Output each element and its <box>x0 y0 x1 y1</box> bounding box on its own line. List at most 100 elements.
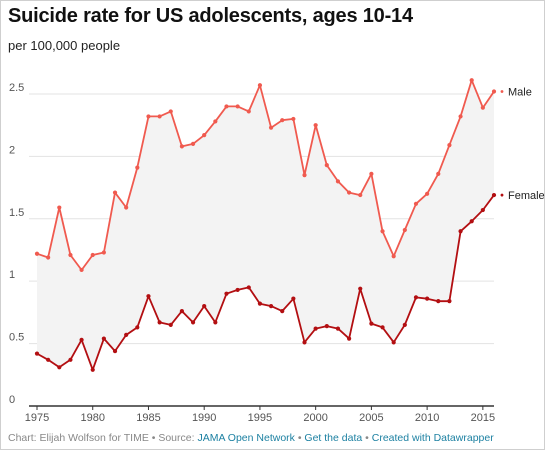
male-data-point <box>157 114 162 119</box>
female-data-point <box>346 336 352 341</box>
chart-subtitle: per 100,000 people <box>8 38 121 53</box>
y-tick-label: 2.5 <box>9 82 24 94</box>
series-labels: Male Female <box>500 86 545 202</box>
female-data-point <box>57 365 62 370</box>
male-data-point <box>425 191 430 196</box>
male-data-point <box>302 172 307 178</box>
female-data-point <box>480 207 485 213</box>
footer-source-prefix: Source: <box>158 432 198 444</box>
male-label-dot <box>500 90 504 93</box>
x-tick-label: 1995 <box>248 412 272 424</box>
female-data-point <box>168 322 173 327</box>
male-data-point <box>268 125 274 130</box>
female-data-point <box>146 294 151 299</box>
x-tick-label: 2015 <box>471 412 495 424</box>
male-data-point <box>190 141 196 146</box>
source-link[interactable]: JAMA Open Network <box>197 432 295 444</box>
male-data-point <box>202 133 207 138</box>
female-data-point <box>224 291 229 296</box>
female-data-point <box>124 332 129 337</box>
female-data-point <box>302 340 307 345</box>
female-data-point <box>101 336 106 341</box>
female-data-point <box>112 348 118 354</box>
female-label-dot <box>500 193 504 197</box>
footer-separator: • <box>148 432 159 444</box>
axes: 0 0.5 1 1.5 2 2.5 1975 1980 1985 1990 1995 2000 2005… <box>9 82 495 424</box>
female-data-point <box>402 322 407 327</box>
male-data-point <box>257 83 263 88</box>
female-data-point <box>369 321 374 326</box>
male-data-point <box>90 252 95 258</box>
footer-separator: • <box>294 432 305 444</box>
female-data-point <box>391 340 396 345</box>
male-series-label: Male <box>508 86 532 98</box>
female-data-point <box>235 287 240 293</box>
male-data-point <box>291 116 296 122</box>
female-data-point <box>34 351 40 356</box>
female-data-point <box>380 325 385 330</box>
female-series-label: Female <box>508 190 545 202</box>
x-tick-label: 1985 <box>136 412 160 424</box>
female-data-point <box>135 325 140 330</box>
female-data-point <box>190 320 196 325</box>
female-data-point <box>413 295 419 300</box>
footer-credit: Chart: Elijah Wolfson for TIME <box>8 432 149 444</box>
female-data-point <box>90 367 95 372</box>
female-data-point <box>179 309 185 314</box>
female-data-point <box>335 326 341 331</box>
male-data-point <box>213 119 218 124</box>
male-data-point <box>313 123 318 128</box>
male-data-point <box>458 114 463 119</box>
get-data-link[interactable]: Get the data <box>304 432 363 444</box>
male-series-line <box>36 79 495 271</box>
female-data-point <box>157 320 162 325</box>
footer-separator: • <box>362 432 372 444</box>
male-data-point <box>380 229 385 234</box>
male-data-point <box>112 190 118 195</box>
male-data-point <box>235 104 240 109</box>
female-data-point <box>358 286 363 291</box>
male-data-point <box>491 89 497 94</box>
female-data-point <box>447 299 452 304</box>
female-data-point <box>436 299 441 304</box>
female-data-point <box>324 324 329 329</box>
female-data-point <box>257 301 263 306</box>
male-data-point <box>280 118 285 123</box>
series-lines <box>34 78 497 372</box>
female-data-point <box>469 219 474 224</box>
female-data-point <box>202 304 207 309</box>
female-data-point <box>213 320 218 325</box>
male-data-point <box>369 171 374 176</box>
female-data-point <box>425 296 430 301</box>
female-data-point <box>68 357 73 362</box>
male-data-point <box>436 171 441 176</box>
datawrapper-link[interactable]: Created with Datawrapper <box>371 432 494 444</box>
gap-band <box>37 80 494 370</box>
male-data-point <box>335 179 341 184</box>
y-tick-label: 0.5 <box>9 332 24 344</box>
male-data-point <box>135 165 140 170</box>
female-data-point <box>268 304 274 309</box>
male-data-point <box>79 267 84 273</box>
female-data-point <box>291 296 296 301</box>
x-tick-label: 1990 <box>192 412 216 424</box>
male-data-point <box>224 104 229 109</box>
x-tick-label: 2005 <box>359 412 383 424</box>
female-data-point <box>313 326 318 331</box>
male-data-point <box>168 109 173 114</box>
x-tick-label: 2000 <box>303 412 327 424</box>
male-data-point <box>402 227 407 233</box>
male-data-point <box>179 144 185 149</box>
female-data-point <box>280 309 285 314</box>
male-data-point <box>358 192 363 198</box>
male-data-point <box>413 201 419 206</box>
male-data-point <box>480 105 485 110</box>
male-data-point <box>324 163 329 168</box>
y-tick-label: 0 <box>9 394 15 406</box>
chart-footer: Chart: Elijah Wolfson for TIME • Source:… <box>8 432 494 444</box>
male-data-point <box>146 114 151 119</box>
male-data-point <box>124 205 129 210</box>
x-tick-label: 2010 <box>415 412 439 424</box>
male-data-point <box>101 250 106 255</box>
